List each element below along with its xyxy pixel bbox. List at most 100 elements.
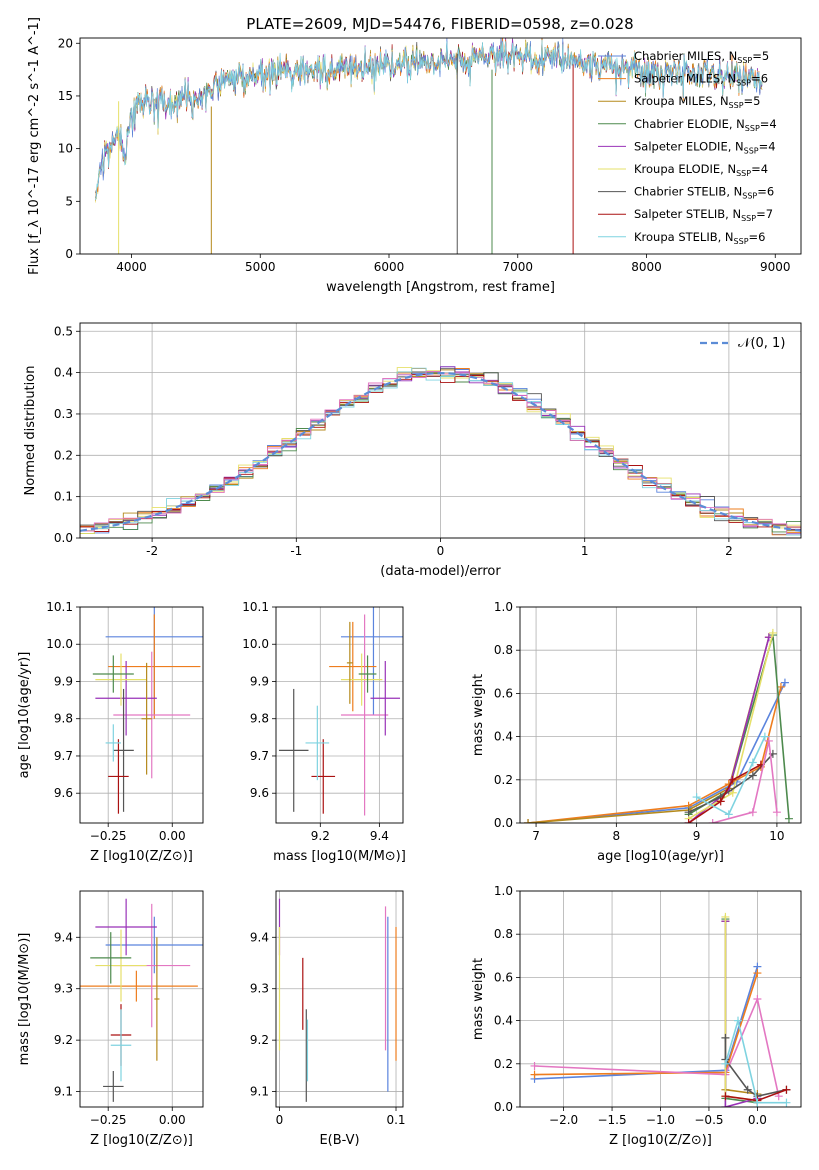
weight-marker <box>524 819 533 823</box>
x-tick-label: −1.5 <box>597 1113 626 1127</box>
axes-frame <box>275 606 404 824</box>
legend-label: 𝒩(0, 1) <box>738 336 785 351</box>
legend-label: Salpeter ELODIE, NSSP=4 <box>634 139 776 155</box>
legend-label-text: Kroupa STELIB, N <box>634 230 734 244</box>
legend-label-suffix: =4 <box>751 162 768 176</box>
plot-area-mass-vs-z <box>80 898 203 1102</box>
x-tick-label: 8 <box>613 829 621 843</box>
legend-label-text: Kroupa ELODIE, N <box>634 162 736 176</box>
y-tick-label: 0.6 <box>494 686 513 700</box>
x-tick-label: 4000 <box>116 260 147 274</box>
y-axis-label: Normed distribution <box>23 366 38 496</box>
x-tick-label: 7 <box>532 829 540 843</box>
histogram-series <box>80 367 801 536</box>
normal-curve <box>80 371 801 532</box>
y-tick-label: 9.1 <box>54 1085 73 1099</box>
y-tick-label: 5 <box>65 194 73 208</box>
y-tick-label: 9.2 <box>54 1033 73 1047</box>
x-axis-label: Z [log10(Z/Z⊙)] <box>609 1133 712 1148</box>
weight-marker <box>734 1016 743 1025</box>
x-tick-label: 0.00 <box>159 829 186 843</box>
y-tick-label: 20 <box>58 36 73 50</box>
legend-label-sub: SSP <box>741 214 756 223</box>
weight-line <box>688 763 762 823</box>
x-tick-label: 0 <box>276 1113 284 1127</box>
weight-marker <box>774 1092 783 1101</box>
x-tick-label: 2 <box>725 544 733 558</box>
y-tick-label: 0.2 <box>494 773 513 787</box>
legend-label: Kroupa ELODIE, NSSP=4 <box>634 162 768 178</box>
weight-marker <box>721 1059 730 1068</box>
legend-label-sub: SSP <box>745 124 760 133</box>
legend-label-text: Chabrier MILES, N <box>634 49 737 63</box>
axes-frame <box>79 606 204 824</box>
y-tick-label: 9.8 <box>54 712 73 726</box>
figure-title: PLATE=2609, MJD=54476, FIBERID=0598, z=0… <box>246 15 633 33</box>
y-tick-label: 9.3 <box>250 982 269 996</box>
legend-label-suffix: =4 <box>760 117 777 131</box>
legend-label-sub: SSP <box>742 192 757 201</box>
y-tick-label: 0.6 <box>494 970 513 984</box>
y-tick-label: 9.6 <box>250 786 269 800</box>
weight-marker <box>728 775 737 784</box>
weight-marker <box>684 808 693 817</box>
weight-marker <box>748 771 757 780</box>
plot-area-age-vs-z <box>92 607 203 814</box>
y-tick-label: 9.7 <box>54 749 73 763</box>
y-axis-label: mass weight <box>471 674 486 756</box>
y-axis-label: Flux [f_λ 10^-17 erg cm^-2 s^-1 A^-1] <box>27 17 42 275</box>
x-tick-label: 9 <box>693 829 701 843</box>
y-tick-label: 9.1 <box>250 1085 269 1099</box>
y-tick-label: 0.4 <box>54 366 73 380</box>
weight-marker <box>748 808 757 817</box>
x-tick-label: 9.2 <box>311 829 330 843</box>
y-tick-label: 9.7 <box>250 749 269 763</box>
y-tick-label: 1.0 <box>494 884 513 898</box>
legend-label: Kroupa MILES, NSSP=5 <box>634 94 760 110</box>
legend-label-suffix: =4 <box>759 139 776 153</box>
weight-marker <box>780 678 789 687</box>
legend-label-suffix: =7 <box>756 207 773 221</box>
y-axis-label: mass weight <box>471 958 486 1040</box>
x-tick-label: 1 <box>581 544 589 558</box>
weight-marker <box>721 1103 730 1107</box>
y-axis-label: mass [log10(M/M⊙)] <box>17 933 32 1066</box>
x-tick-label: 9000 <box>760 260 791 274</box>
plot-area-weight-vs-age <box>524 628 793 823</box>
weight-marker <box>753 969 762 978</box>
plot-area-weight-vs-z <box>530 912 791 1107</box>
weight-marker <box>721 1033 730 1042</box>
legend-label: Kroupa STELIB, NSSP=6 <box>634 230 765 246</box>
weight-line <box>724 1017 787 1104</box>
y-tick-label: 0.2 <box>54 448 73 462</box>
y-tick-label: 0.8 <box>494 927 513 941</box>
x-tick-label: −0.25 <box>90 1113 127 1127</box>
plot-spectrum: 4000 5000 6000 7000 8000 9000 0 5 10 15 20 waveleng… <box>27 17 802 295</box>
x-axis-label: mass [log10(M/M⊙)] <box>273 849 406 864</box>
y-tick-label: 0.0 <box>54 531 73 545</box>
weight-marker <box>684 819 693 823</box>
axes-frame <box>79 322 802 539</box>
x-axis-label: Z [log10(Z/Z⊙)] <box>90 1133 193 1148</box>
x-tick-label: −0.25 <box>90 829 127 843</box>
legend-label-sub: SSP <box>736 79 751 88</box>
weight-line <box>534 966 759 1080</box>
plot-mass-vs-ebv: 0 0.1 9.1 9.2 9.3 9.4 E(B-V) <box>250 890 406 1148</box>
legend-label: Chabrier ELODIE, NSSP=4 <box>634 117 777 133</box>
y-tick-label: 10.0 <box>242 637 269 651</box>
y-tick-label: 0.4 <box>494 730 513 744</box>
x-tick-label: 9.4 <box>370 829 389 843</box>
weight-marker <box>782 1098 791 1107</box>
legend-label-sub: SSP <box>736 169 751 178</box>
weight-marker <box>708 819 717 823</box>
weight-marker <box>724 810 733 819</box>
y-tick-label: 0.5 <box>54 324 73 338</box>
weight-marker <box>782 1085 791 1094</box>
weight-marker <box>764 736 773 745</box>
y-tick-label: 9.4 <box>54 930 73 944</box>
plot-age-vs-z: −0.25 0.00 9.6 9.7 9.8 9.9 10.0 10.1 Z [log10(Z/… <box>17 600 204 864</box>
weight-line <box>712 740 778 823</box>
histogram-series <box>80 374 801 538</box>
